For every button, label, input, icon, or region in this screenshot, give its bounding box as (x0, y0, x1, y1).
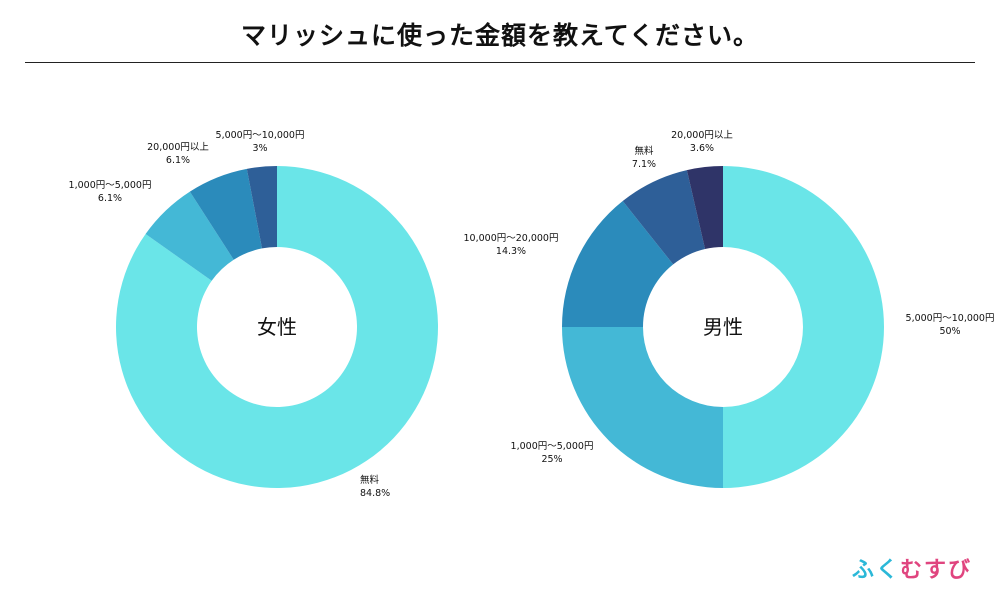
slice-value-label: 6.1% (98, 193, 122, 204)
donut-slice (723, 166, 884, 488)
center-label: 女性 (257, 315, 297, 339)
donut-slice (189, 168, 263, 260)
donut-slice (562, 201, 674, 327)
brand-logo: ふくむすび (852, 552, 972, 584)
center-label: 男性 (703, 315, 743, 339)
slice-name-label: 10,000円〜20,000円 (464, 233, 559, 244)
donut-slice (246, 166, 277, 249)
slice-value-label: 3.6% (690, 143, 714, 154)
slice-value-label: 50% (939, 326, 960, 337)
donut-slice (562, 327, 723, 488)
donut-slice (622, 170, 706, 265)
slice-value-label: 6.1% (166, 155, 190, 166)
brand-char: す (923, 558, 948, 583)
donut-chart-2: 5,000円〜10,000円 50% 1,000円〜5,000円 25% 10,000円… (464, 130, 995, 488)
slice-name-label: 5,000円〜10,000円 (906, 313, 995, 324)
brand-char: び (947, 558, 972, 583)
slice-name-label: 5,000円〜10,000円 (216, 130, 305, 141)
slice-value-label: 25% (541, 454, 562, 465)
donut-slice (145, 191, 234, 281)
slice-value-label: 3% (252, 143, 267, 154)
slice-name-label: 20,000円以上 (671, 130, 733, 141)
slice-name-label: 無料 (360, 474, 380, 486)
brand-char: む (899, 558, 924, 583)
donut-slice (686, 166, 723, 250)
page-title: マリッシュに使った金額を教えてください。 (240, 21, 759, 50)
title-divider (25, 62, 975, 63)
slice-value-label: 7.1% (632, 159, 656, 170)
slice-name-label: 20,000円以上 (147, 142, 209, 153)
slice-name-label: 1,000円〜5,000円 (69, 180, 152, 191)
slice-name-label: 1,000円〜5,000円 (511, 441, 594, 452)
slice-name-label: 無料 (634, 145, 654, 157)
slice-value-label: 14.3% (496, 246, 526, 257)
slice-value-label: 84.8% (360, 488, 390, 499)
brand-char: ふ (851, 558, 876, 583)
donut-slice (115, 166, 438, 488)
brand-char: く (875, 558, 900, 583)
donut-chart-1: 無料 84.8% 1,000円〜5,000円 6.1% 20,000円以上 6.1% 5,0… (69, 130, 438, 499)
